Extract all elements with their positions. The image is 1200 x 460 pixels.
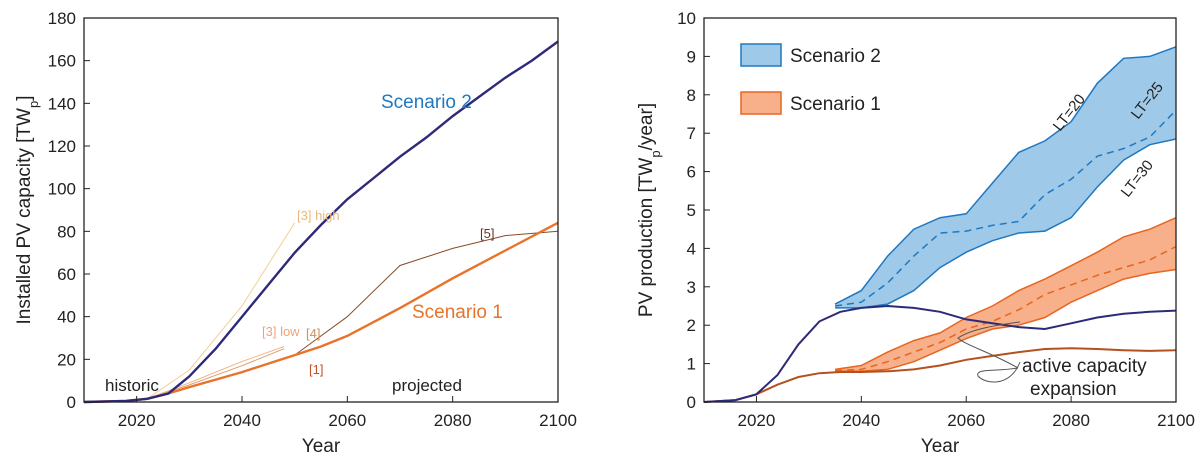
y-tick-label: 0 [67, 393, 76, 412]
y-tick-label: 8 [687, 86, 696, 105]
series-scenario-2 [83, 40, 559, 404]
chart-installed-capacity: 2020 2040 2060 2080 210002040608010012014016… [14, 9, 577, 457]
x-tick-label: 2040 [223, 411, 261, 430]
y-tick-label: 7 [687, 124, 696, 143]
band-mid-scenario-1 [835, 245, 1177, 372]
y-tick-label: 60 [57, 265, 76, 284]
annotation-3-low: [3] low [262, 324, 300, 339]
y-axis-label: Installed PV capacity [TWp] [14, 96, 41, 325]
annotation-5: [5] [480, 226, 494, 241]
y-tick-label: 3 [687, 278, 696, 297]
x-tick-label: 2060 [328, 411, 366, 430]
annotation-projected: projected [392, 376, 462, 395]
annotation-historic: historic [105, 376, 159, 395]
y-tick-label: 0 [687, 393, 696, 412]
y-tick-label: 6 [687, 163, 696, 182]
series-4 [147, 348, 285, 400]
y-tick-label: 4 [687, 239, 696, 258]
annotation-active-capacity: active capacity [1022, 356, 1147, 377]
band-lower-scenario-1 [835, 268, 1177, 373]
band-lower-scenario-2 [835, 138, 1177, 309]
annotation-lt30: LT=30 [1118, 157, 1157, 200]
series-scenario-2-active [703, 304, 1177, 403]
chart-pv-production: 2020 2040 2060 2080 2100 0 1 2 3 4 5 6 7 8 9 10 Year PV… [636, 9, 1195, 457]
y-tick-label: 1 [687, 355, 696, 374]
x-tick-label: 2080 [1052, 411, 1090, 430]
x-tick-label: 2060 [947, 411, 985, 430]
legend: Scenario 2 Scenario 1 [740, 43, 881, 115]
band-scenario-2 [835, 46, 1176, 308]
y-tick-label: 160 [48, 52, 76, 71]
plot-frame [83, 17, 559, 403]
annotation-3-high: [3] high [297, 208, 340, 223]
y-tick-label: 80 [57, 222, 76, 241]
y-tick-label: 40 [57, 308, 76, 327]
legend-swatch-scenario-2 [740, 43, 782, 67]
series-3-high [146, 222, 296, 400]
annotation-pointer-line-lower [977, 361, 1021, 383]
x-tick-label: 2100 [1157, 411, 1195, 430]
band-upper-scenario-2 [834, 46, 1177, 305]
annotation-1: [1] [309, 362, 323, 377]
x-tick-label: 2040 [842, 411, 880, 430]
y-tick-label: 2 [687, 316, 696, 335]
y-tick-label: 9 [687, 47, 696, 66]
x-axis-label: Year [302, 436, 341, 457]
series-3-low [147, 346, 285, 400]
y-tick-label: 100 [48, 180, 76, 199]
y-tick-label: 10 [677, 9, 696, 28]
legend-label-scenario-1: Scenario 1 [790, 94, 881, 115]
x-tick-label: 2020 [118, 411, 156, 430]
y-tick-label: 180 [48, 9, 76, 28]
annotation-scenario-1: Scenario 1 [412, 302, 503, 323]
y-tick-label: 120 [48, 137, 76, 156]
series-scenario-1-active [703, 347, 1177, 403]
annotation-4: [4] [306, 326, 320, 341]
annotation-scenario-2: Scenario 2 [381, 92, 472, 113]
y-tick-label: 20 [57, 350, 76, 369]
legend-swatch-scenario-1 [740, 91, 782, 115]
band-mid-scenario-2 [834, 109, 1177, 307]
x-axis-label: Year [921, 436, 960, 457]
x-tick-label: 2020 [738, 411, 776, 430]
y-tick-label: 5 [687, 201, 696, 220]
y-tick-label: 140 [48, 94, 76, 113]
y-axis-label: PV production [TWp/year] [636, 103, 663, 317]
annotation-expansion: expansion [1030, 379, 1117, 400]
annotation-pointer-line-upper [957, 321, 1021, 369]
band-upper-scenario-1 [834, 217, 1177, 371]
legend-label-scenario-2: Scenario 2 [790, 46, 881, 67]
x-tick-label: 2080 [434, 411, 472, 430]
x-tick-label: 2100 [539, 411, 577, 430]
